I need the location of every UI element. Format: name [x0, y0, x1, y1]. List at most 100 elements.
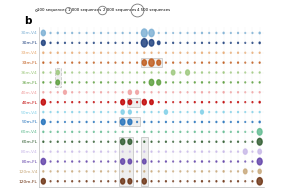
Circle shape	[230, 161, 231, 162]
Circle shape	[108, 151, 109, 152]
Circle shape	[257, 129, 262, 135]
Circle shape	[180, 121, 181, 123]
Circle shape	[93, 42, 94, 43]
Circle shape	[144, 52, 145, 53]
Circle shape	[180, 181, 181, 182]
Circle shape	[238, 141, 239, 142]
Circle shape	[245, 32, 246, 33]
Circle shape	[86, 141, 87, 142]
Circle shape	[100, 131, 101, 132]
Circle shape	[216, 131, 217, 132]
Circle shape	[216, 112, 217, 113]
Circle shape	[252, 102, 253, 103]
Circle shape	[122, 171, 123, 172]
Circle shape	[238, 171, 239, 172]
Circle shape	[72, 112, 73, 113]
Circle shape	[216, 161, 217, 162]
Circle shape	[157, 80, 160, 85]
Circle shape	[50, 151, 51, 152]
Circle shape	[230, 52, 231, 53]
Circle shape	[180, 171, 181, 172]
Circle shape	[115, 112, 116, 113]
Circle shape	[158, 151, 159, 152]
Circle shape	[43, 92, 44, 93]
Circle shape	[57, 42, 58, 43]
Circle shape	[141, 29, 147, 37]
Circle shape	[194, 32, 195, 34]
Circle shape	[142, 60, 146, 65]
Circle shape	[120, 119, 125, 125]
Circle shape	[259, 92, 260, 93]
Circle shape	[238, 112, 239, 113]
Circle shape	[230, 181, 231, 182]
Circle shape	[79, 131, 80, 132]
Circle shape	[41, 40, 45, 46]
Circle shape	[187, 42, 188, 43]
Circle shape	[115, 171, 116, 172]
Circle shape	[144, 111, 145, 113]
Circle shape	[72, 131, 73, 132]
Circle shape	[257, 138, 262, 145]
Circle shape	[41, 119, 45, 124]
Circle shape	[128, 90, 131, 94]
Circle shape	[158, 161, 159, 162]
Circle shape	[180, 82, 181, 83]
Circle shape	[41, 99, 45, 105]
Circle shape	[230, 171, 231, 172]
Circle shape	[238, 62, 239, 63]
Circle shape	[202, 161, 203, 162]
Circle shape	[79, 42, 80, 43]
Circle shape	[100, 92, 101, 93]
Circle shape	[79, 151, 80, 152]
Circle shape	[259, 72, 260, 73]
Circle shape	[50, 141, 51, 142]
Circle shape	[223, 82, 224, 83]
Circle shape	[223, 181, 224, 182]
Circle shape	[194, 42, 195, 43]
Circle shape	[43, 171, 44, 172]
Circle shape	[108, 62, 109, 63]
Circle shape	[144, 72, 145, 73]
Circle shape	[121, 159, 125, 164]
Circle shape	[72, 141, 73, 142]
Circle shape	[79, 62, 80, 63]
Circle shape	[64, 131, 65, 132]
Circle shape	[158, 131, 159, 132]
Circle shape	[238, 151, 239, 152]
Circle shape	[223, 72, 224, 73]
Circle shape	[43, 151, 44, 152]
Circle shape	[122, 62, 123, 63]
Circle shape	[122, 52, 123, 53]
Circle shape	[86, 161, 87, 162]
Circle shape	[108, 161, 109, 162]
Circle shape	[72, 72, 73, 73]
Circle shape	[180, 52, 181, 53]
Circle shape	[216, 151, 217, 152]
Circle shape	[115, 52, 116, 53]
Circle shape	[108, 171, 109, 172]
Legend: 100 sequences, 1 000 sequences, 2 000 sequences, 4 500 sequences: 100 sequences, 1 000 sequences, 2 000 se…	[36, 8, 171, 12]
Circle shape	[64, 72, 65, 73]
Circle shape	[230, 141, 231, 142]
Circle shape	[57, 62, 58, 63]
Circle shape	[57, 92, 58, 93]
Circle shape	[158, 72, 159, 73]
Circle shape	[238, 42, 239, 43]
Circle shape	[202, 92, 203, 93]
Circle shape	[144, 131, 145, 132]
Circle shape	[100, 52, 101, 53]
Circle shape	[79, 52, 80, 53]
Circle shape	[252, 32, 253, 33]
Circle shape	[72, 32, 73, 34]
Circle shape	[41, 30, 45, 36]
Circle shape	[108, 82, 109, 83]
Circle shape	[202, 62, 203, 63]
Circle shape	[79, 141, 80, 142]
Circle shape	[142, 179, 146, 184]
Circle shape	[86, 92, 87, 93]
Circle shape	[43, 131, 44, 132]
Circle shape	[243, 149, 247, 154]
Circle shape	[194, 62, 195, 63]
Bar	[55, 68, 61, 87]
Circle shape	[230, 151, 231, 152]
